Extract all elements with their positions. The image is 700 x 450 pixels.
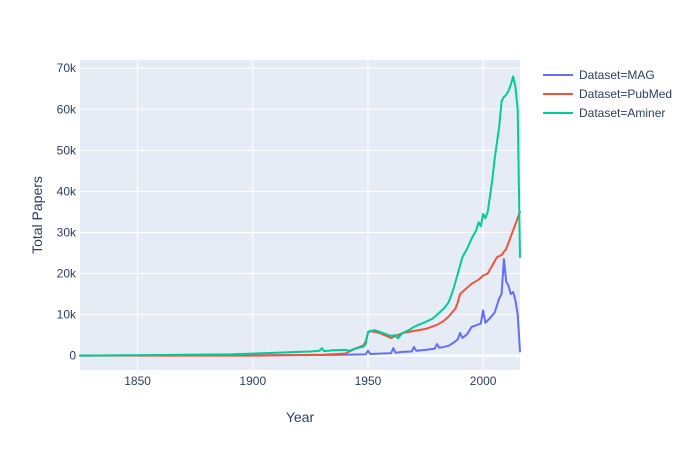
x-tick-labels: 1850 1900 1950 2000: [124, 374, 497, 388]
legend-label: Dataset=Aminer: [579, 106, 665, 120]
y-tick-labels: 0 10k 20k 30k 40k 50k 60k 70k: [57, 61, 77, 362]
x-tick-label: 1900: [239, 374, 266, 388]
x-tick-label: 1850: [124, 374, 151, 388]
legend-item-dataset-mag[interactable]: Dataset=MAG: [543, 68, 655, 82]
plot-background: [80, 60, 520, 370]
y-tick-label: 20k: [57, 267, 77, 281]
y-tick-label: 40k: [57, 184, 77, 198]
y-tick-label: 30k: [57, 225, 77, 239]
legend-item-dataset-aminer[interactable]: Dataset=Aminer: [543, 106, 665, 120]
series-line-dataset-pubmed: [79, 210, 521, 357]
y-tick-label: 10k: [57, 308, 77, 322]
x-axis-title: Year: [286, 409, 315, 425]
x-tick-label: 2000: [470, 374, 497, 388]
y-tick-label: 0: [69, 349, 76, 363]
y-tick-label: 60k: [57, 102, 77, 116]
series-lines: [79, 75, 521, 357]
legend-item-dataset-pubmed[interactable]: Dataset=PubMed: [543, 87, 672, 101]
y-axis-title: Total Papers: [29, 176, 45, 254]
legend[interactable]: Dataset=MAG Dataset=PubMed Dataset=Aminer: [543, 68, 672, 120]
legend-label: Dataset=MAG: [579, 68, 655, 82]
series-line-dataset-mag: [79, 258, 521, 357]
series-line-dataset-aminer: [79, 75, 521, 357]
y-tick-label: 70k: [57, 61, 77, 75]
y-tick-label: 50k: [57, 143, 77, 157]
legend-label: Dataset=PubMed: [579, 87, 672, 101]
x-tick-label: 1950: [355, 374, 382, 388]
